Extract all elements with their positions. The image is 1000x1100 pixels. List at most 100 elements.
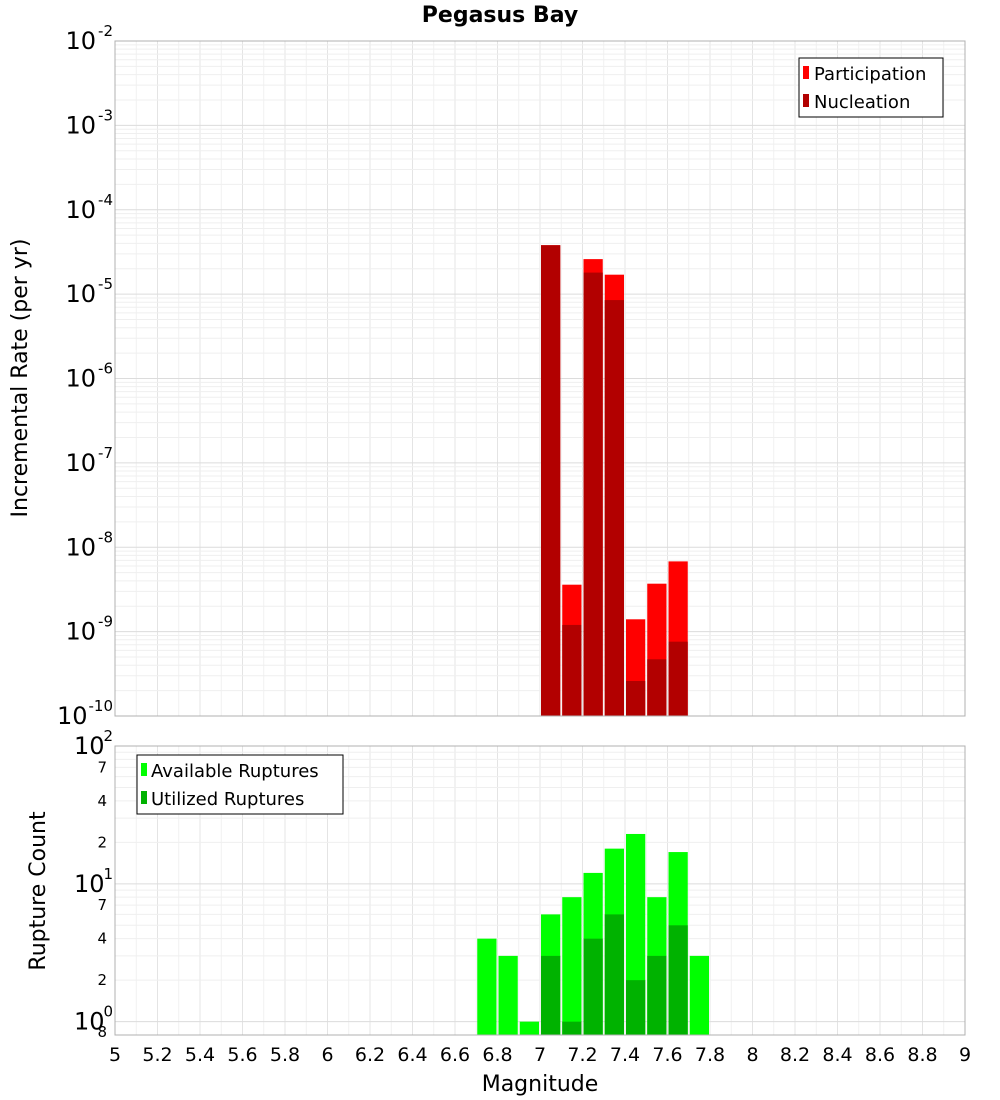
x-tick-label: 6.2 <box>355 1044 385 1066</box>
bottom-y-minor-tick-label: 2 <box>97 833 107 851</box>
top-bars <box>541 245 688 717</box>
bottom-y-tick-label-base: 10 <box>74 870 105 898</box>
top-y-tick-label-exponent: -7 <box>98 444 113 462</box>
bottom-utilized-ruptures-bar <box>647 955 667 1035</box>
top-y-tick-label: -410 <box>65 191 113 224</box>
top-nucleation-bar <box>583 272 603 716</box>
legend-nucleation-label: Nucleation <box>814 92 910 113</box>
top-nucleation-bar <box>668 641 688 716</box>
x-tick-label: 5.6 <box>227 1044 257 1066</box>
bottom-available-ruptures-bar <box>519 1021 539 1035</box>
bottom-available-ruptures-bar <box>689 955 709 1035</box>
top-y-tick-label: -910 <box>65 613 113 646</box>
x-tick-label: 8 <box>746 1044 758 1066</box>
legend-utilized-label: Utilized Ruptures <box>151 789 304 810</box>
top-y-tick-label-base: 10 <box>65 196 96 224</box>
x-tick-label: 6 <box>321 1044 333 1066</box>
bottom-y-minor-tick-label: 7 <box>97 758 107 776</box>
x-tick-label: 8.4 <box>822 1044 852 1066</box>
top-y-tick-label: -610 <box>65 360 113 393</box>
top-grid <box>114 41 966 717</box>
top-nucleation-bar <box>626 680 646 716</box>
top-legend-box <box>798 57 944 118</box>
top-y-tick-label: -710 <box>65 444 113 477</box>
x-tick-label: 8.2 <box>780 1044 810 1066</box>
legend-participation-label: Participation <box>814 64 926 85</box>
top-y-tick-label-base: 10 <box>65 280 96 308</box>
x-tick-label: 5.2 <box>142 1044 172 1066</box>
top-y-tick-label-exponent: -2 <box>98 22 113 40</box>
legend-nucleation-swatch <box>803 94 809 107</box>
top-nucleation-bar <box>562 624 582 716</box>
x-tick-label: 6.6 <box>440 1044 470 1066</box>
top-y-tick-label-base: 10 <box>65 533 96 561</box>
x-tick-label: 7.4 <box>610 1044 640 1066</box>
bottom-y-tick-label: 210 <box>74 727 113 760</box>
bottom-plot-frame <box>114 745 966 1036</box>
top-y-tick-label: -210 <box>65 22 113 55</box>
bottom-utilized-ruptures-bar <box>626 980 646 1035</box>
legend-utilized-swatch <box>141 791 147 804</box>
top-y-axis-label: Incremental Rate (per yr) <box>8 239 33 518</box>
bottom-available-ruptures-bar <box>498 955 518 1035</box>
top-nucleation-bar <box>647 659 667 716</box>
bottom-utilized-ruptures-bar <box>562 1021 582 1035</box>
x-tick-label: 6.8 <box>482 1044 512 1066</box>
top-y-tick-label-exponent: -5 <box>98 275 113 293</box>
top-y-tick-label-base: 10 <box>65 365 96 393</box>
bottom-utilized-ruptures-bar <box>668 925 688 1035</box>
top-nucleation-bar <box>604 300 624 716</box>
top-y-tick-label-base: 10 <box>65 111 96 139</box>
bottom-y-tick-label-exponent: 1 <box>103 865 113 883</box>
top-y-tick-label-base: 10 <box>65 27 96 55</box>
x-ticks: 5 5.2 5.4 5.6 5.8 6 6.2 6.4 6.6 6.8 7 7.2 7.4 7.6 7.8 8… <box>109 1044 971 1066</box>
top-y-tick-label-exponent: -4 <box>98 191 113 209</box>
bottom-y-minor-tick-label: 4 <box>97 792 107 810</box>
top-y-tick-label: -810 <box>65 528 113 561</box>
x-tick-label: 8.6 <box>865 1044 895 1066</box>
x-tick-label: 5.8 <box>270 1044 300 1066</box>
x-tick-label: 5.4 <box>185 1044 215 1066</box>
bottom-y-minor-tick-label: 4 <box>97 930 107 948</box>
top-y-tick-label-exponent: -6 <box>98 360 113 378</box>
legend-available-label: Available Ruptures <box>151 761 319 782</box>
bottom-utilized-ruptures-bar <box>583 938 603 1035</box>
bottom-y-tick-label: 110 <box>74 865 113 898</box>
x-tick-label: 7.8 <box>695 1044 725 1066</box>
x-tick-label: 6.4 <box>397 1044 427 1066</box>
top-y-tick-label: -510 <box>65 275 113 308</box>
x-tick-label: 8.8 <box>907 1044 937 1066</box>
x-tick-label: 7.6 <box>652 1044 682 1066</box>
bottom-y-tick-label-base: 10 <box>74 732 105 760</box>
bottom-utilized-ruptures-bar <box>604 914 624 1035</box>
top-y-tick-label-exponent: -9 <box>98 613 113 631</box>
bottom-legend-box <box>136 754 344 815</box>
top-y-tick-label-exponent: -10 <box>89 697 114 715</box>
top-plot-frame <box>114 40 966 717</box>
chart-title: Pegasus Bay <box>422 3 578 28</box>
bottom-y-tick-label-base: 10 <box>74 1008 105 1036</box>
x-axis-label: Magnitude <box>482 1072 599 1097</box>
top-y-tick-label-exponent: -8 <box>98 528 113 546</box>
bottom-legend: Available Ruptures Utilized Ruptures <box>136 754 344 815</box>
bottom-bars <box>477 833 709 1035</box>
top-y-tick-label-base: 10 <box>65 449 96 477</box>
bottom-y-minor-tick-label: 7 <box>97 896 107 914</box>
x-tick-label: 7.2 <box>567 1044 597 1066</box>
x-tick-label: 9 <box>959 1044 971 1066</box>
top-y-tick-label: -310 <box>65 106 113 139</box>
bottom-y-axis-label: Rupture Count <box>26 811 51 971</box>
top-y-tick-label-base: 10 <box>57 702 88 730</box>
bottom-y-tick-label-exponent: 0 <box>103 1003 113 1021</box>
x-tick-label: 7 <box>534 1044 546 1066</box>
legend-participation-swatch <box>803 66 809 79</box>
bottom-available-ruptures-bar <box>562 897 582 1035</box>
bottom-y-tick-label-exponent: 2 <box>103 727 113 745</box>
x-tick-label: 5 <box>109 1044 121 1066</box>
